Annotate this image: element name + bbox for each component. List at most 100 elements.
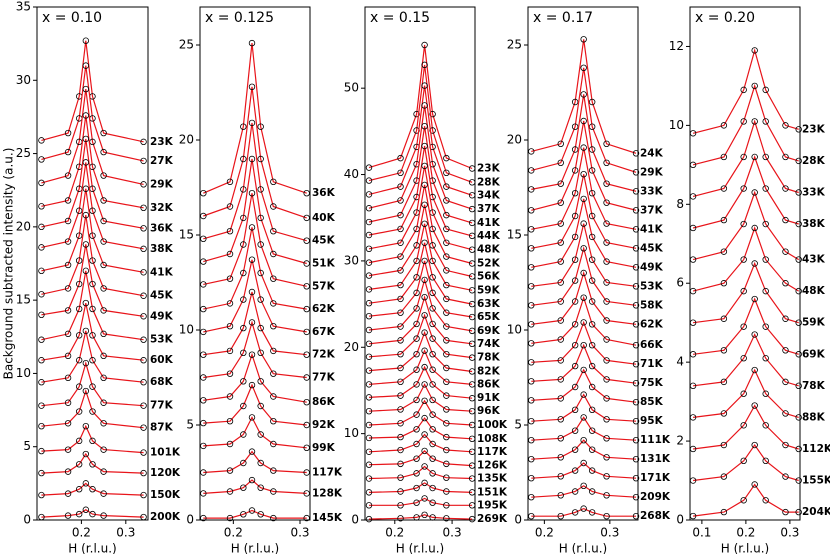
data-point bbox=[303, 374, 310, 381]
data-point bbox=[571, 362, 579, 370]
data-point bbox=[397, 183, 404, 190]
series-label: 71K bbox=[640, 358, 664, 370]
fit-line bbox=[368, 44, 473, 170]
series-label: 126K bbox=[477, 460, 508, 472]
data-point bbox=[140, 491, 147, 499]
data-point bbox=[580, 319, 587, 326]
data-point bbox=[365, 448, 373, 455]
data-point bbox=[751, 260, 758, 267]
data-point bbox=[795, 220, 802, 228]
data-point bbox=[795, 126, 802, 133]
data-point bbox=[421, 276, 428, 284]
data-point bbox=[689, 512, 697, 520]
data-point bbox=[421, 447, 428, 455]
panel-title: x = 0.10 bbox=[42, 10, 102, 26]
data-point bbox=[429, 127, 436, 134]
data-point bbox=[38, 357, 45, 364]
series-label: 60K bbox=[150, 354, 174, 366]
data-point bbox=[443, 460, 450, 468]
y-tick-label: 5 bbox=[514, 418, 522, 432]
data-point bbox=[100, 468, 107, 475]
data-point bbox=[100, 490, 107, 497]
series-label: 62K bbox=[640, 318, 664, 330]
fit-line bbox=[368, 85, 473, 196]
data-point bbox=[782, 473, 789, 480]
data-point bbox=[397, 225, 404, 233]
data-point bbox=[429, 411, 436, 418]
fit-line bbox=[203, 43, 307, 194]
data-point bbox=[429, 335, 436, 342]
data-point bbox=[200, 189, 207, 197]
data-point bbox=[588, 509, 596, 516]
data-point bbox=[603, 513, 610, 520]
data-point bbox=[365, 381, 373, 388]
data-point bbox=[795, 445, 802, 453]
data-point bbox=[443, 502, 450, 509]
data-point bbox=[240, 484, 247, 491]
fit-line bbox=[203, 509, 307, 519]
x-tick-label: 0.2 bbox=[385, 526, 404, 540]
data-point bbox=[429, 499, 436, 506]
data-point bbox=[443, 183, 450, 190]
data-point bbox=[100, 261, 107, 269]
data-point bbox=[580, 505, 587, 512]
y-tick-label: 35 bbox=[16, 0, 31, 14]
data-point bbox=[100, 148, 107, 156]
fit-line bbox=[531, 270, 637, 325]
data-point bbox=[762, 323, 769, 330]
data-point bbox=[240, 402, 247, 410]
y-tick-label: 5 bbox=[186, 418, 194, 432]
fit-line bbox=[368, 260, 473, 318]
fit-line bbox=[203, 450, 307, 474]
series-label: 38K bbox=[802, 218, 826, 230]
series-label: 37K bbox=[477, 203, 501, 215]
data-point bbox=[421, 293, 428, 301]
data-point bbox=[270, 514, 277, 522]
fit-line bbox=[369, 497, 473, 506]
data-point bbox=[413, 455, 420, 462]
x-tick-label: 0.3 bbox=[600, 526, 619, 540]
data-point bbox=[257, 123, 264, 130]
data-point bbox=[443, 211, 450, 219]
data-point bbox=[689, 130, 697, 137]
fit-line bbox=[368, 295, 473, 345]
data-point bbox=[443, 433, 450, 441]
data-point bbox=[413, 366, 420, 373]
series-label: 53K bbox=[150, 334, 174, 346]
data-point bbox=[571, 146, 579, 153]
data-point bbox=[468, 515, 476, 523]
data-point bbox=[795, 414, 802, 421]
data-point bbox=[82, 135, 90, 143]
data-point bbox=[248, 351, 256, 358]
data-point bbox=[248, 414, 256, 421]
data-point bbox=[140, 138, 147, 146]
data-point bbox=[443, 364, 450, 372]
fit-line bbox=[693, 443, 799, 482]
fit-line bbox=[693, 368, 799, 418]
data-point bbox=[429, 289, 436, 297]
data-point bbox=[413, 110, 420, 118]
data-point bbox=[140, 469, 147, 477]
data-point bbox=[421, 257, 428, 265]
data-point bbox=[421, 239, 428, 246]
data-point bbox=[795, 189, 802, 196]
data-point bbox=[557, 513, 564, 520]
data-point bbox=[100, 446, 107, 453]
data-point bbox=[468, 179, 476, 186]
data-point bbox=[740, 323, 747, 330]
data-point bbox=[443, 169, 450, 177]
data-point bbox=[257, 349, 264, 356]
data-point bbox=[226, 178, 234, 185]
x-tick-label: 0.3 bbox=[116, 526, 135, 540]
data-point bbox=[140, 292, 147, 299]
data-point bbox=[588, 233, 596, 241]
data-point bbox=[580, 482, 587, 489]
data-point bbox=[429, 396, 436, 404]
data-point bbox=[571, 383, 579, 391]
data-point bbox=[421, 414, 428, 422]
data-point bbox=[226, 275, 234, 282]
data-point bbox=[632, 418, 640, 425]
data-point bbox=[782, 508, 789, 516]
series-label: 59K bbox=[802, 317, 826, 329]
